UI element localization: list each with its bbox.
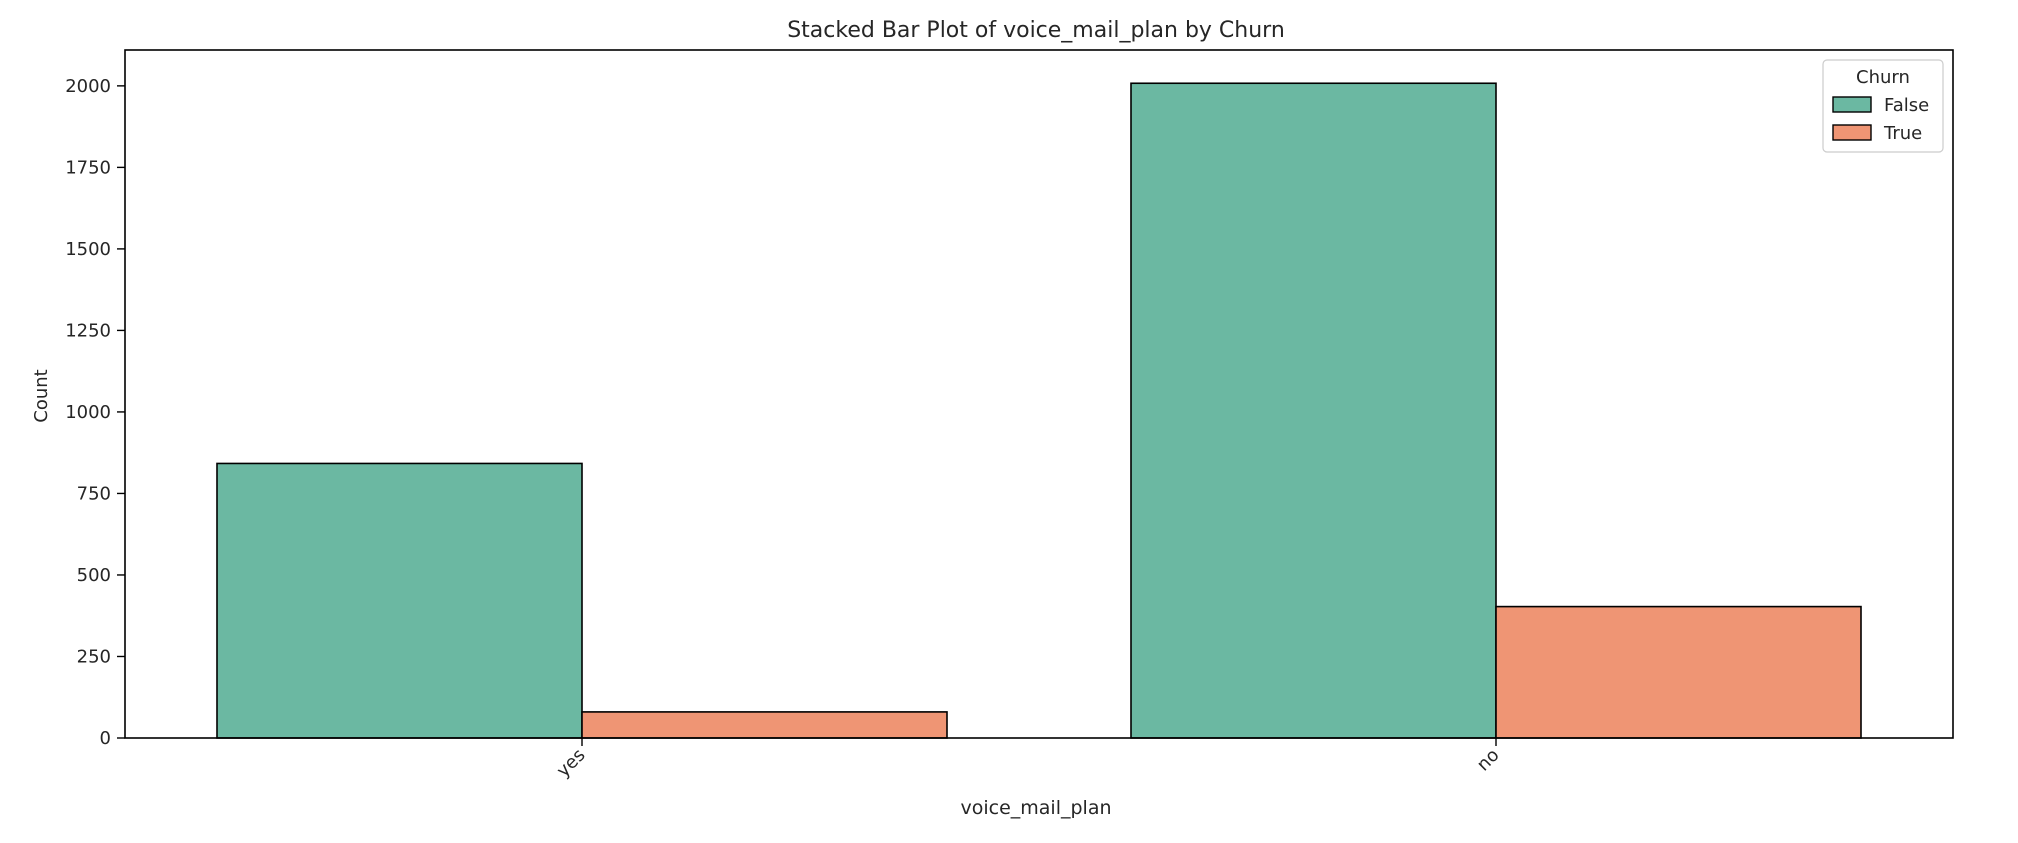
bars-layer: [216, 82, 1862, 739]
y-tick-label: 2000: [65, 76, 111, 97]
x-axis-label: voice_mail_plan: [960, 797, 1111, 819]
y-axis-label: Count: [31, 369, 52, 422]
y-tick-label: 1000: [65, 402, 111, 423]
y-tick-label: 750: [77, 483, 111, 504]
y-axis: 0 250 500 750 1000 1250 1500 1750 2000: [65, 76, 125, 749]
bar-yes-false: [216, 462, 583, 739]
bar-no-true: [1495, 605, 1862, 739]
y-tick-label: 250: [77, 646, 111, 667]
plot-frame: [124, 49, 1954, 739]
y-tick-label: 1250: [65, 320, 111, 341]
legend-label-true: True: [1883, 123, 1922, 144]
x-tick-label-yes: yes: [553, 745, 590, 782]
y-tick-label: 500: [77, 565, 111, 586]
y-tick-label: 0: [100, 728, 111, 749]
bar-yes-true: [581, 711, 948, 739]
legend-swatch-true: [1832, 124, 1872, 141]
legend-title: Churn: [1856, 67, 1910, 88]
legend-entries: False True: [1832, 95, 1929, 144]
x-axis: yes no: [553, 738, 1504, 782]
y-tick-label: 1750: [65, 157, 111, 178]
y-tick-label: 1500: [65, 239, 111, 260]
legend: Churn False True: [1822, 59, 1944, 153]
legend-label-false: False: [1884, 95, 1929, 116]
chart-title: Stacked Bar Plot of voice_mail_plan by C…: [787, 18, 1285, 43]
x-tick-label-no: no: [1473, 745, 1504, 776]
legend-swatch-false: [1832, 96, 1872, 113]
bar-no-false: [1130, 82, 1497, 739]
